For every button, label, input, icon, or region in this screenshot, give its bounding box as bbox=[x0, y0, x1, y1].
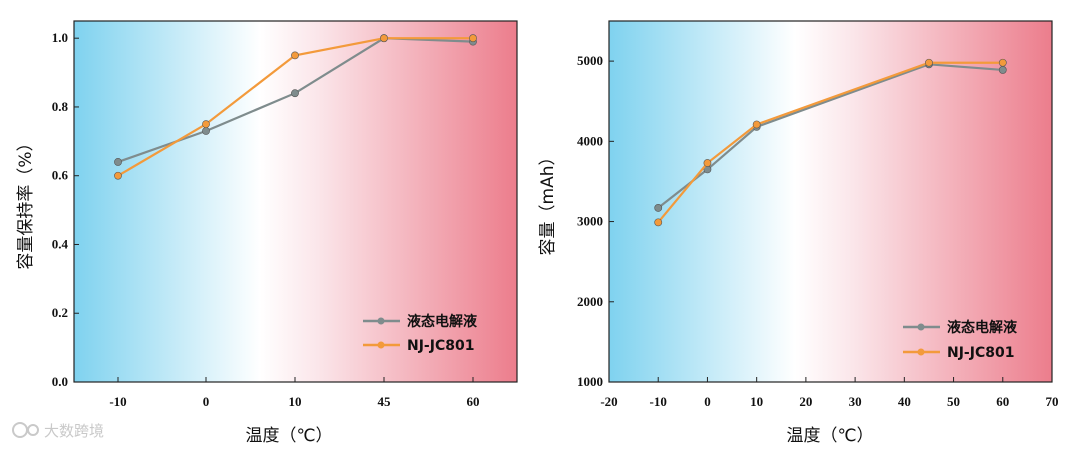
data-point bbox=[114, 158, 122, 166]
x-tick-label: 70 bbox=[1046, 394, 1059, 409]
legend-marker-liquid bbox=[917, 323, 925, 331]
legend-label-liquid: 液态电解液 bbox=[947, 319, 1018, 336]
watermark-text: 大数跨境 bbox=[44, 422, 104, 440]
legend-marker-njjc801 bbox=[377, 341, 385, 349]
data-point bbox=[114, 171, 122, 180]
watermark: 大数跨境 bbox=[12, 422, 104, 440]
y-tick-label: 0.0 bbox=[52, 374, 68, 389]
x-tick-label: 50 bbox=[947, 394, 960, 409]
legend-label-njjc801: NJ-JC801 bbox=[407, 338, 474, 354]
data-point bbox=[925, 58, 933, 67]
y-tick-label: 0.6 bbox=[52, 168, 69, 183]
plot-background bbox=[74, 21, 517, 382]
legend-label-liquid: 液态电解液 bbox=[407, 313, 478, 330]
data-point bbox=[654, 218, 663, 227]
y-tick-label: 0.8 bbox=[52, 99, 69, 114]
capacity-chart: 1000 2000 3000 4000 5000 -20 -10 0 10 20 30 40 50 60 7… bbox=[538, 20, 1059, 446]
data-point bbox=[469, 34, 477, 43]
watermark-logo-dot-icon bbox=[27, 424, 39, 436]
plot-frame bbox=[608, 20, 1053, 383]
plot-background bbox=[609, 21, 1052, 382]
data-point bbox=[291, 51, 299, 60]
data-point bbox=[380, 34, 388, 43]
y-tick-label: 4000 bbox=[577, 133, 603, 148]
y-tick-label: 5000 bbox=[577, 53, 603, 68]
data-point bbox=[703, 159, 712, 167]
watermark-logo-icon bbox=[12, 422, 28, 438]
x-tick-label: -10 bbox=[650, 394, 667, 409]
x-tick-label: 60 bbox=[467, 394, 480, 409]
x-tick-label: 40 bbox=[898, 394, 911, 409]
x-tick-label: -10 bbox=[109, 394, 126, 409]
y-axis-title: 容量保持率（%） bbox=[16, 134, 36, 269]
legend-marker-liquid bbox=[377, 317, 385, 325]
y-tick-label: 1000 bbox=[577, 374, 603, 389]
data-point bbox=[654, 204, 663, 212]
y-axis-title: 容量（mAh） bbox=[538, 149, 558, 256]
x-tick-label: 10 bbox=[289, 394, 302, 409]
x-tick-label: 0 bbox=[203, 394, 210, 409]
data-point bbox=[998, 66, 1007, 74]
y-tick-label: 1.0 bbox=[52, 30, 68, 45]
legend: 液态电解液 NJ-JC801 bbox=[903, 319, 1018, 361]
x-tick-label: 20 bbox=[799, 394, 812, 409]
x-tick-label: 60 bbox=[996, 394, 1009, 409]
data-point bbox=[998, 58, 1007, 67]
x-tick-label: 0 bbox=[704, 394, 711, 409]
data-point bbox=[202, 127, 210, 135]
y-tick-label: 2000 bbox=[577, 294, 603, 309]
data-point bbox=[291, 89, 299, 98]
x-tick-label: 45 bbox=[378, 394, 392, 409]
data-point bbox=[202, 120, 210, 129]
legend-marker-njjc801 bbox=[917, 348, 925, 356]
x-axis-title: 温度（℃） bbox=[786, 426, 873, 446]
retention-chart: 0.0 0.2 0.4 0.6 0.8 1.0 -10 0 10 45 60 温度（℃） 容量保持率… bbox=[16, 20, 518, 446]
x-tick-label: -20 bbox=[600, 394, 617, 409]
y-tick-label: 0.2 bbox=[52, 305, 68, 320]
legend: 液态电解液 NJ-JC801 bbox=[363, 313, 478, 354]
x-tick-label: 10 bbox=[750, 394, 763, 409]
y-tick-label: 3000 bbox=[577, 214, 603, 229]
x-tick-label: 30 bbox=[849, 394, 862, 409]
x-axis-title: 温度（℃） bbox=[245, 426, 332, 446]
y-tick-label: 0.4 bbox=[52, 236, 69, 251]
data-point bbox=[752, 120, 761, 129]
legend-label-njjc801: NJ-JC801 bbox=[947, 345, 1014, 361]
